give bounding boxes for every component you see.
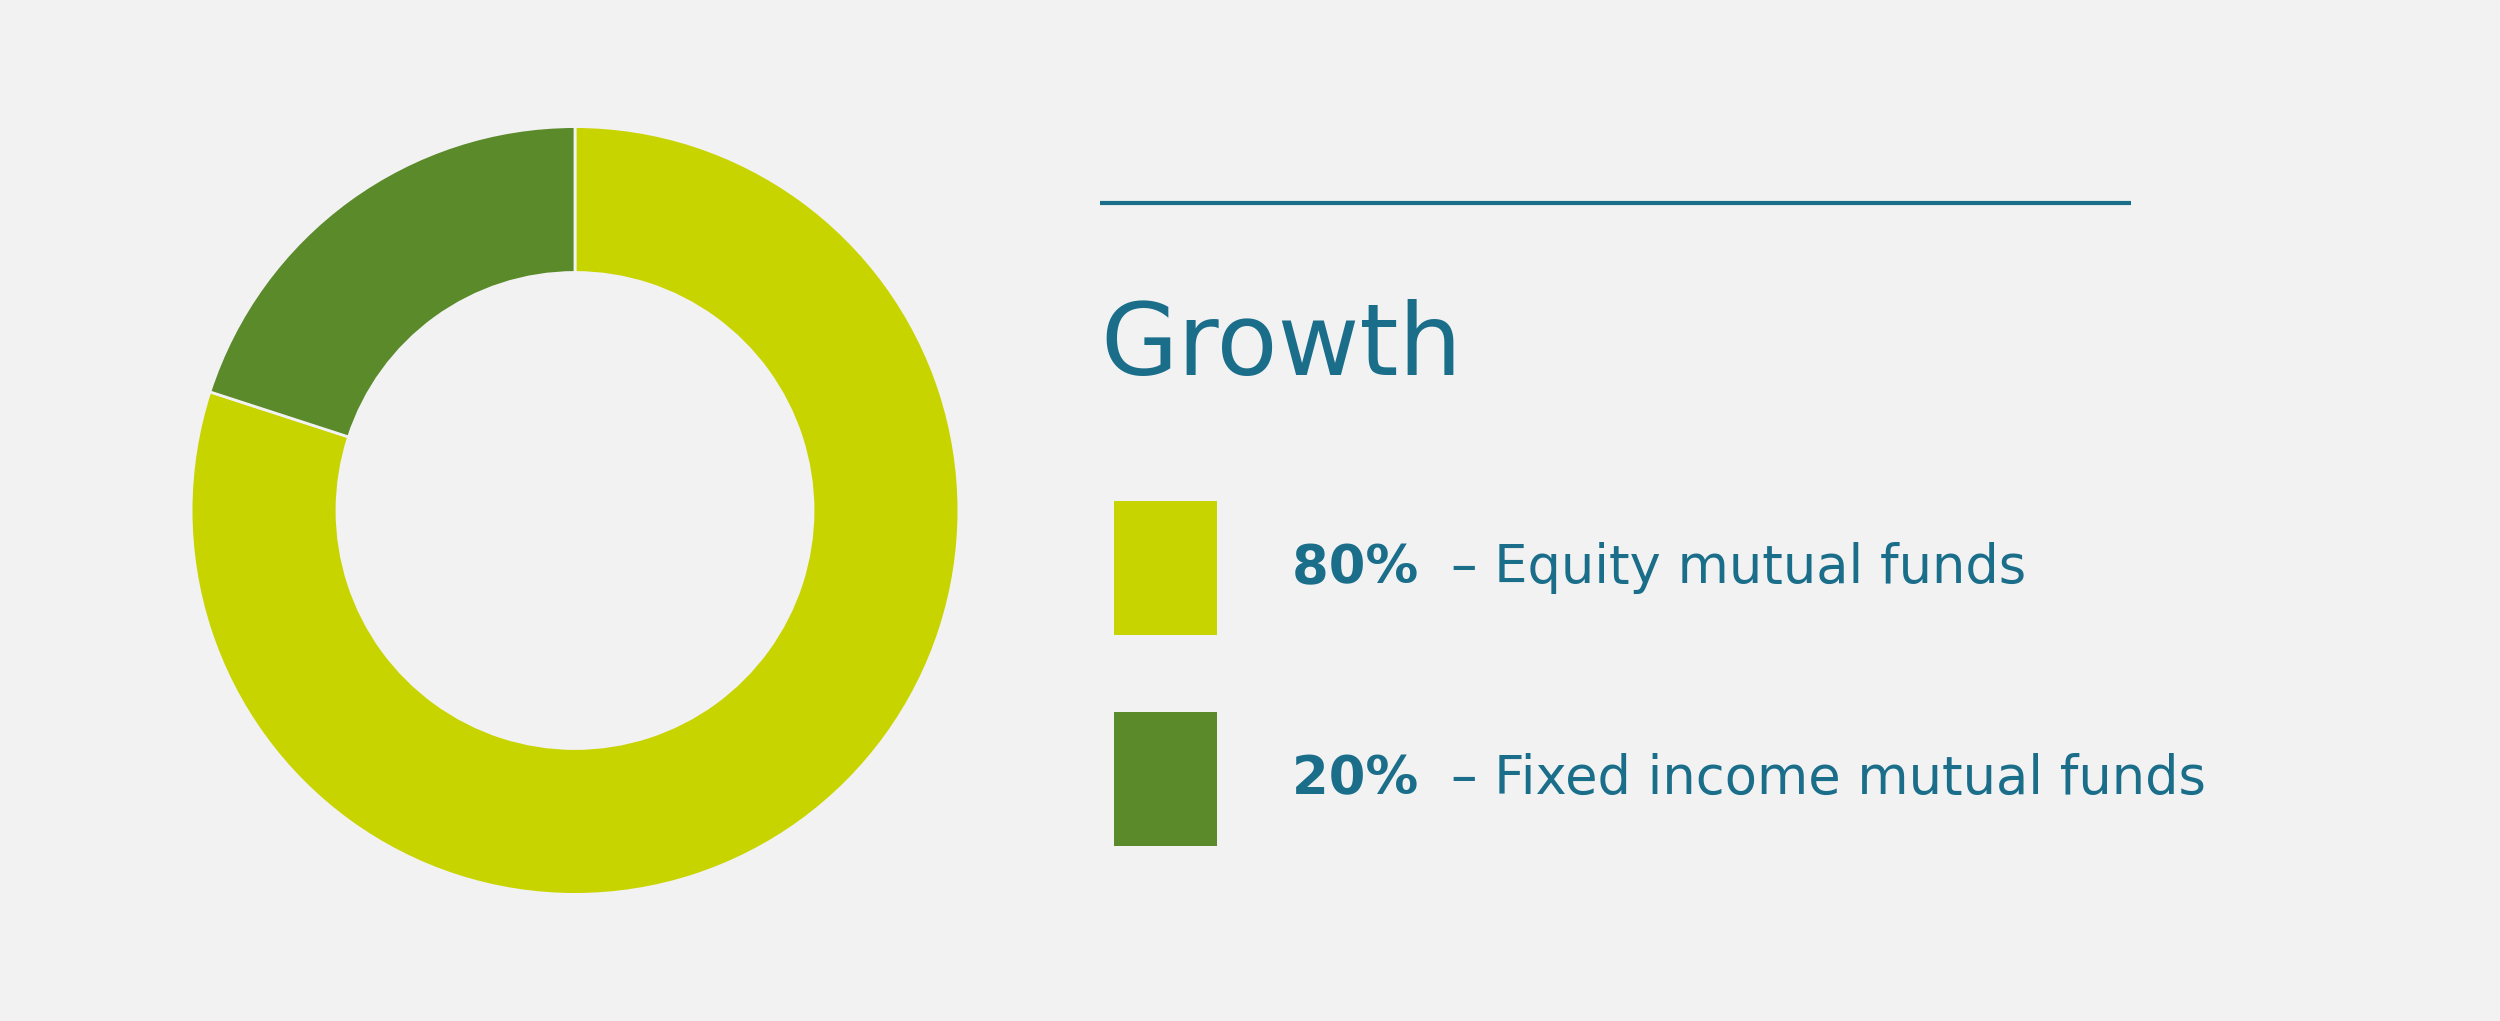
FancyBboxPatch shape [1115, 501, 1218, 635]
Text: – Equity mutual funds: – Equity mutual funds [1450, 542, 2025, 594]
FancyBboxPatch shape [1115, 712, 1218, 846]
Text: 20%: 20% [1292, 753, 1437, 806]
Wedge shape [210, 127, 575, 437]
Text: Growth: Growth [1100, 299, 1462, 396]
Text: – Fixed income mutual funds: – Fixed income mutual funds [1450, 753, 2205, 806]
Wedge shape [190, 127, 960, 894]
Text: 80%: 80% [1292, 542, 1437, 594]
